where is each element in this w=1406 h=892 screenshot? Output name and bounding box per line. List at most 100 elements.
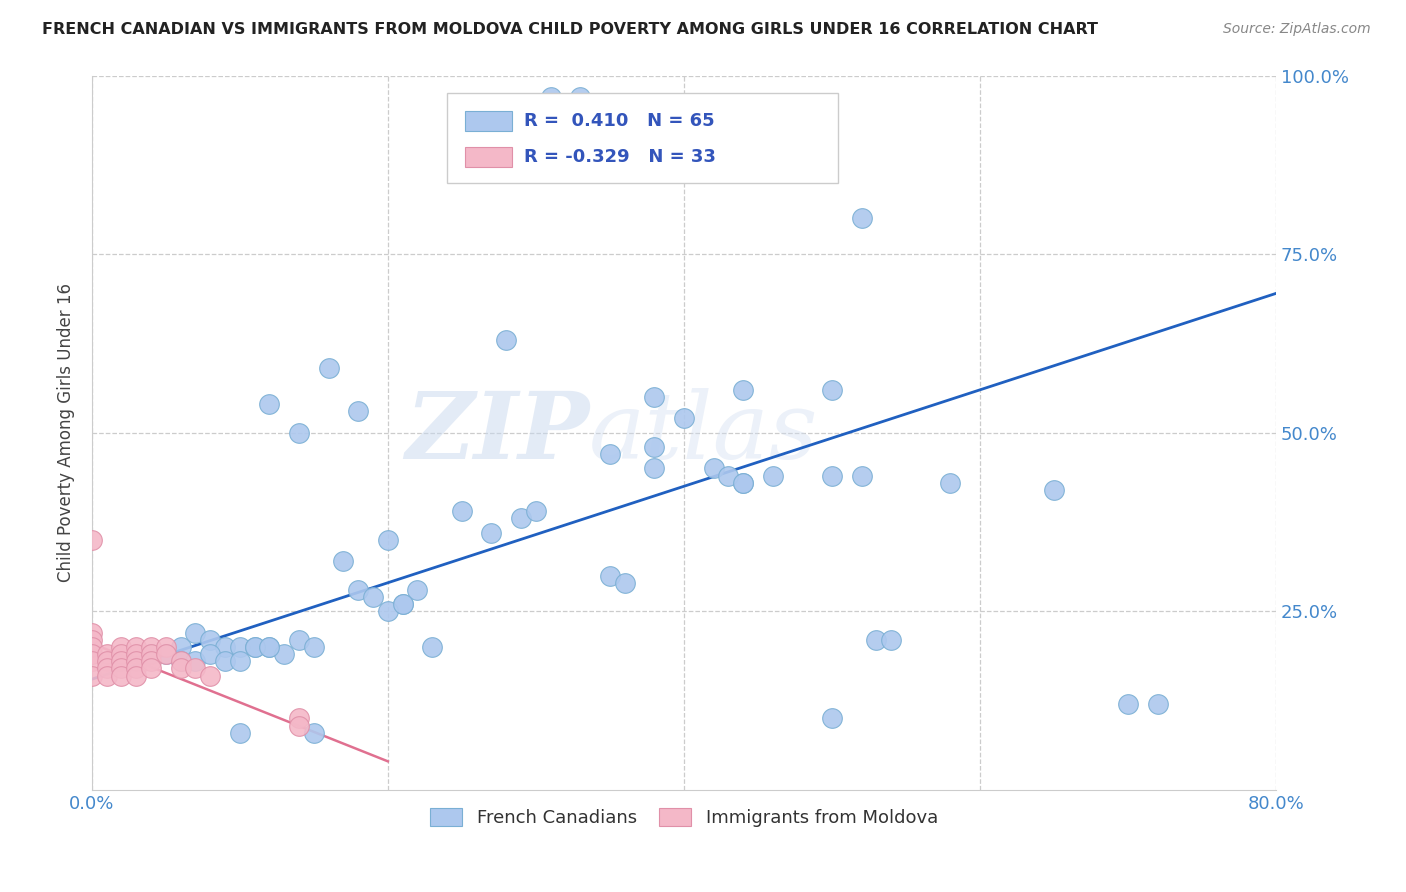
Point [821, 711, 844, 725]
Point [302, 640, 325, 654]
Point [495, 333, 517, 347]
Point [332, 554, 354, 568]
Point [80, 654, 103, 668]
Point [821, 383, 844, 397]
Point [1116, 697, 1139, 711]
Point [481, 525, 503, 540]
Point [110, 647, 132, 661]
Point [821, 468, 844, 483]
Point [939, 475, 962, 490]
Text: R = -0.329   N = 33: R = -0.329 N = 33 [524, 148, 716, 166]
Point [391, 597, 413, 611]
Point [169, 661, 191, 675]
Point [200, 632, 222, 647]
Point [733, 475, 755, 490]
Point [110, 654, 132, 668]
Point [599, 447, 621, 461]
Point [200, 647, 222, 661]
Point [169, 654, 191, 668]
Point [200, 668, 222, 682]
Point [613, 575, 636, 590]
Point [377, 533, 399, 547]
Point [851, 211, 873, 226]
Point [420, 640, 443, 654]
Point [524, 504, 547, 518]
Point [125, 668, 148, 682]
Point [139, 654, 162, 668]
Point [125, 661, 148, 675]
Point [139, 647, 162, 661]
Text: atlas: atlas [589, 388, 818, 478]
Point [643, 440, 665, 454]
Point [80, 668, 103, 682]
Point [214, 640, 236, 654]
Point [288, 718, 311, 732]
Point [259, 397, 281, 411]
Point [259, 640, 281, 654]
Text: FRENCH CANADIAN VS IMMIGRANTS FROM MOLDOVA CHILD POVERTY AMONG GIRLS UNDER 16 CO: FRENCH CANADIAN VS IMMIGRANTS FROM MOLDO… [42, 22, 1098, 37]
Point [259, 640, 281, 654]
Point [288, 632, 311, 647]
Point [96, 668, 118, 682]
Point [125, 654, 148, 668]
Point [406, 582, 429, 597]
Point [1043, 483, 1066, 497]
Point [110, 661, 132, 675]
Point [540, 90, 562, 104]
Legend: French Canadians, Immigrants from Moldova: French Canadians, Immigrants from Moldov… [423, 801, 945, 835]
Point [184, 654, 207, 668]
Point [80, 533, 103, 547]
Point [865, 632, 887, 647]
Point [139, 647, 162, 661]
Point [125, 647, 148, 661]
Point [762, 468, 785, 483]
Text: ZIP: ZIP [405, 388, 589, 478]
Point [229, 725, 252, 739]
Point [451, 504, 474, 518]
FancyBboxPatch shape [465, 112, 512, 131]
Point [1146, 697, 1168, 711]
Point [243, 640, 266, 654]
Point [672, 411, 695, 425]
Point [139, 661, 162, 675]
Point [184, 625, 207, 640]
Point [880, 632, 903, 647]
Point [288, 425, 311, 440]
Point [569, 90, 592, 104]
Point [391, 597, 413, 611]
Point [80, 647, 103, 661]
FancyBboxPatch shape [465, 147, 512, 167]
Point [139, 640, 162, 654]
Point [273, 647, 295, 661]
Point [643, 461, 665, 475]
Y-axis label: Child Poverty Among Girls Under 16: Child Poverty Among Girls Under 16 [58, 284, 75, 582]
Point [96, 647, 118, 661]
Point [155, 647, 177, 661]
FancyBboxPatch shape [447, 94, 838, 183]
Point [96, 661, 118, 675]
Point [288, 711, 311, 725]
Point [717, 468, 740, 483]
Point [155, 647, 177, 661]
Point [229, 640, 252, 654]
Point [243, 640, 266, 654]
Point [80, 632, 103, 647]
Point [643, 390, 665, 404]
Point [702, 461, 724, 475]
Point [318, 361, 340, 376]
Point [155, 640, 177, 654]
Point [347, 582, 370, 597]
Text: Source: ZipAtlas.com: Source: ZipAtlas.com [1223, 22, 1371, 37]
Point [80, 625, 103, 640]
Point [169, 654, 191, 668]
Point [302, 725, 325, 739]
Point [733, 475, 755, 490]
Point [361, 590, 384, 604]
Point [125, 640, 148, 654]
Point [214, 654, 236, 668]
Text: R =  0.410   N = 65: R = 0.410 N = 65 [524, 112, 714, 130]
Point [347, 404, 370, 418]
Point [229, 654, 252, 668]
Point [96, 654, 118, 668]
Point [599, 568, 621, 582]
